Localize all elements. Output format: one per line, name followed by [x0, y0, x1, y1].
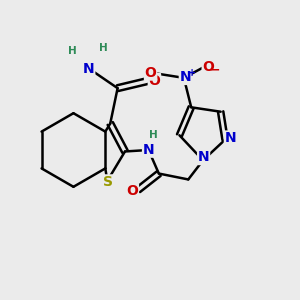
Text: O: O	[202, 60, 214, 74]
Text: H: H	[68, 46, 77, 56]
Text: H: H	[98, 44, 107, 53]
Text: S: S	[103, 175, 113, 189]
Text: N: N	[225, 131, 236, 145]
Text: O: O	[126, 184, 138, 198]
Text: N: N	[198, 150, 209, 164]
Text: N: N	[143, 143, 154, 157]
Text: +: +	[188, 68, 196, 78]
Text: N: N	[83, 62, 94, 76]
Text: O: O	[145, 66, 157, 80]
Text: −: −	[210, 64, 220, 77]
Text: O: O	[148, 74, 160, 88]
Text: N: N	[179, 70, 191, 84]
Text: H: H	[149, 130, 158, 140]
